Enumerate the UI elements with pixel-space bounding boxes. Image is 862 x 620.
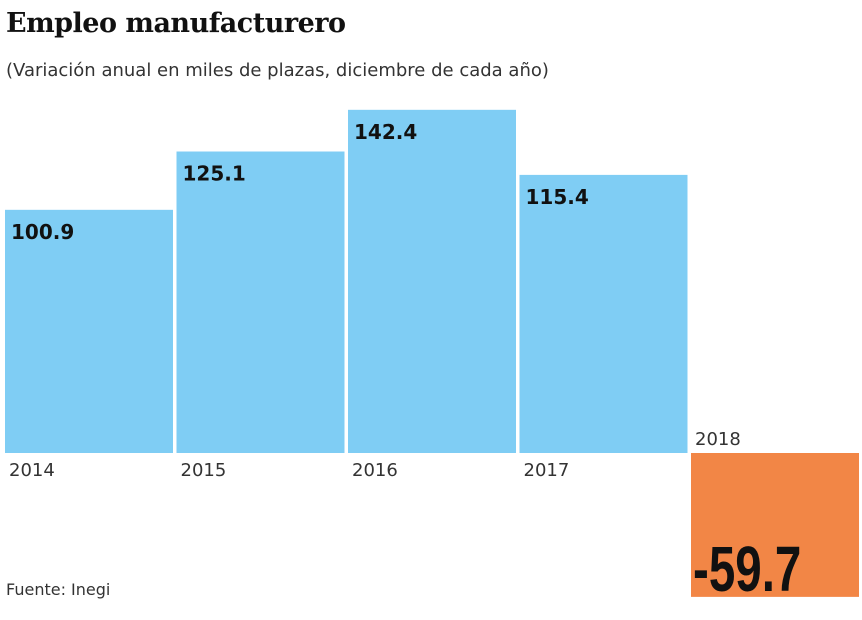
bar-2016 (348, 109, 516, 453)
category-label: 2014 (9, 460, 55, 481)
category-label: 2015 (181, 460, 227, 481)
bar-2015 (176, 151, 345, 453)
value-label: 115.4 (526, 185, 589, 209)
category-label: 2016 (352, 460, 398, 481)
value-label: 100.9 (11, 220, 74, 244)
chart-subtitle: (Variación anual en miles de plazas, dic… (6, 60, 549, 81)
chart-title: Empleo manufacturero (6, 8, 346, 39)
category-label: 2017 (524, 460, 570, 481)
value-label: 142.4 (354, 120, 417, 144)
category-label: 2018 (695, 429, 741, 450)
bar-2018 (691, 453, 859, 597)
bar-2014 (5, 209, 173, 453)
value-label: -59.7 (693, 533, 801, 604)
value-label: 125.1 (183, 162, 246, 186)
source-note: Fuente: Inegi (6, 580, 111, 599)
bar-2017 (519, 174, 688, 454)
